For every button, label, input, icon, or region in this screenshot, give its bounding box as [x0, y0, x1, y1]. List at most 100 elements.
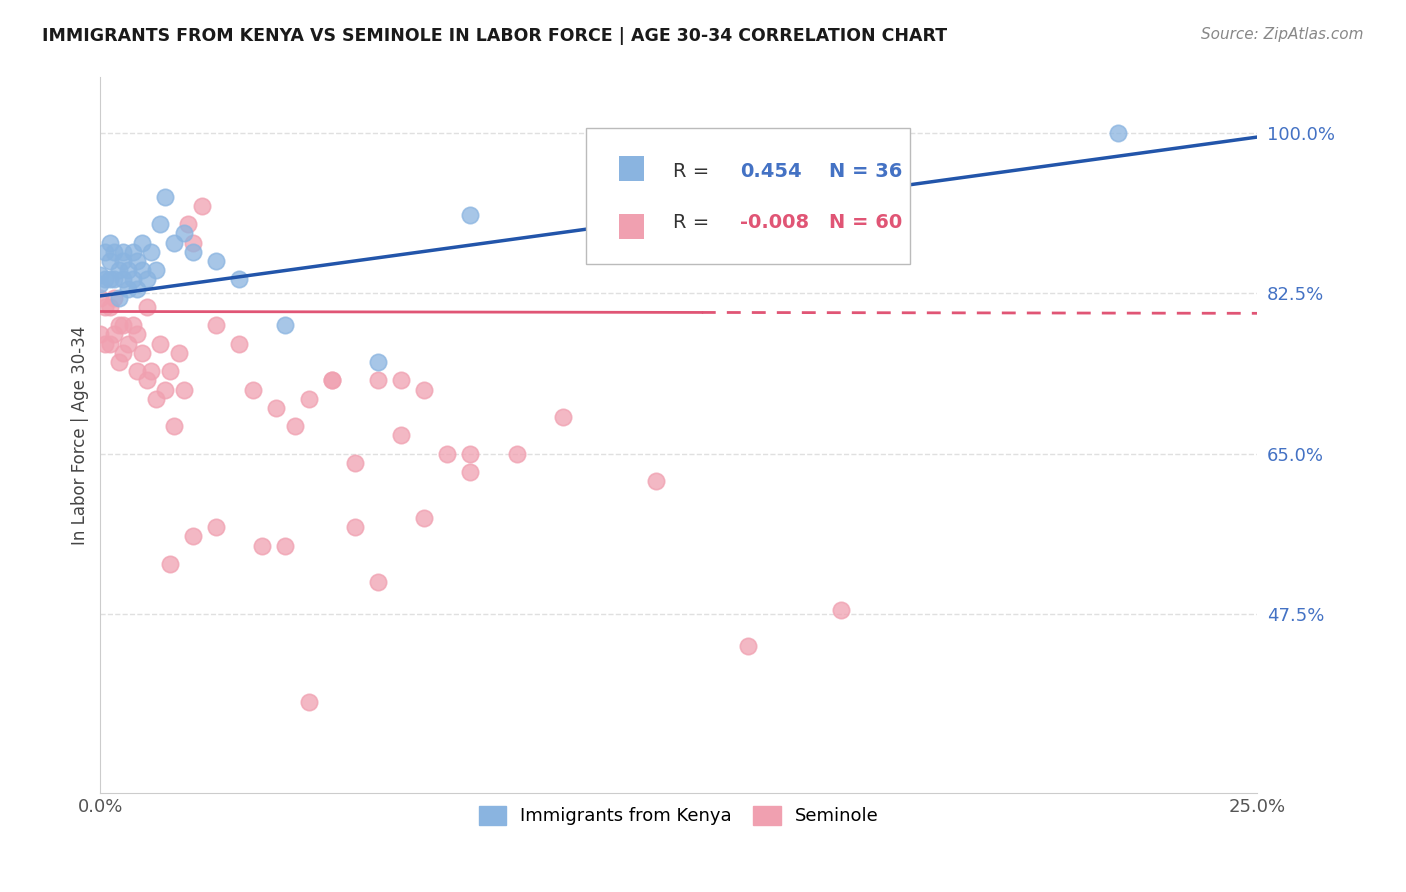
- Text: IMMIGRANTS FROM KENYA VS SEMINOLE IN LABOR FORCE | AGE 30-34 CORRELATION CHART: IMMIGRANTS FROM KENYA VS SEMINOLE IN LAB…: [42, 27, 948, 45]
- Point: [149, 217, 172, 231]
- Point: [121, 244, 143, 259]
- Point: [159, 557, 181, 571]
- Point: [127, 364, 149, 378]
- Point: [274, 318, 297, 333]
- Point: [242, 383, 264, 397]
- Point: [297, 695, 319, 709]
- Point: [460, 447, 482, 461]
- Text: R =: R =: [673, 162, 716, 181]
- Point: [108, 291, 131, 305]
- Point: [167, 346, 190, 360]
- Point: [135, 300, 157, 314]
- Point: [98, 254, 121, 268]
- Point: [135, 272, 157, 286]
- Point: [551, 410, 574, 425]
- Point: [98, 272, 121, 286]
- Point: [321, 373, 343, 387]
- Point: [131, 235, 153, 250]
- Legend: Immigrants from Kenya, Seminole: Immigrants from Kenya, Seminole: [470, 797, 887, 834]
- Point: [389, 428, 412, 442]
- Point: [205, 520, 228, 534]
- Point: [108, 263, 131, 277]
- Point: [127, 254, 149, 268]
- Point: [135, 373, 157, 387]
- Point: [103, 272, 125, 286]
- Point: [108, 355, 131, 369]
- Point: [644, 475, 666, 489]
- FancyBboxPatch shape: [619, 156, 644, 181]
- Point: [264, 401, 287, 415]
- Point: [436, 447, 458, 461]
- Point: [98, 300, 121, 314]
- Point: [413, 383, 436, 397]
- Point: [177, 217, 200, 231]
- Point: [413, 511, 436, 525]
- Text: -0.008: -0.008: [740, 212, 808, 232]
- Point: [506, 447, 529, 461]
- Point: [117, 263, 139, 277]
- Point: [108, 318, 131, 333]
- Text: N = 36: N = 36: [830, 162, 903, 181]
- FancyBboxPatch shape: [619, 214, 644, 238]
- Point: [127, 327, 149, 342]
- FancyBboxPatch shape: [586, 128, 910, 263]
- Point: [117, 336, 139, 351]
- Point: [89, 291, 111, 305]
- Point: [153, 383, 176, 397]
- Point: [173, 227, 195, 241]
- Point: [103, 244, 125, 259]
- Point: [94, 272, 117, 286]
- Point: [1107, 126, 1129, 140]
- Point: [103, 327, 125, 342]
- Point: [112, 254, 135, 268]
- Point: [205, 254, 228, 268]
- Point: [321, 373, 343, 387]
- Point: [98, 235, 121, 250]
- Point: [112, 272, 135, 286]
- Point: [121, 272, 143, 286]
- Point: [173, 383, 195, 397]
- Point: [228, 336, 250, 351]
- Point: [163, 235, 186, 250]
- Point: [94, 244, 117, 259]
- Point: [228, 272, 250, 286]
- Point: [94, 336, 117, 351]
- Point: [181, 244, 204, 259]
- Point: [89, 277, 111, 291]
- Point: [141, 364, 163, 378]
- Point: [830, 603, 852, 617]
- Point: [112, 346, 135, 360]
- Point: [274, 539, 297, 553]
- Point: [131, 263, 153, 277]
- Point: [191, 199, 214, 213]
- Point: [367, 575, 389, 590]
- Text: N = 60: N = 60: [830, 212, 903, 232]
- Point: [343, 456, 366, 470]
- Point: [145, 263, 167, 277]
- Point: [112, 318, 135, 333]
- Point: [103, 291, 125, 305]
- Point: [460, 465, 482, 479]
- Point: [121, 318, 143, 333]
- Point: [117, 281, 139, 295]
- Point: [159, 364, 181, 378]
- Point: [367, 373, 389, 387]
- Point: [163, 419, 186, 434]
- Point: [297, 392, 319, 406]
- Point: [181, 235, 204, 250]
- Point: [389, 373, 412, 387]
- Point: [181, 529, 204, 543]
- Point: [367, 355, 389, 369]
- Point: [737, 640, 759, 654]
- Point: [460, 208, 482, 222]
- Point: [89, 327, 111, 342]
- Text: Source: ZipAtlas.com: Source: ZipAtlas.com: [1201, 27, 1364, 42]
- Text: R =: R =: [673, 212, 716, 232]
- Point: [112, 244, 135, 259]
- Point: [145, 392, 167, 406]
- Point: [141, 244, 163, 259]
- Point: [205, 318, 228, 333]
- Text: 0.454: 0.454: [740, 162, 801, 181]
- Point: [153, 190, 176, 204]
- Point: [89, 268, 111, 282]
